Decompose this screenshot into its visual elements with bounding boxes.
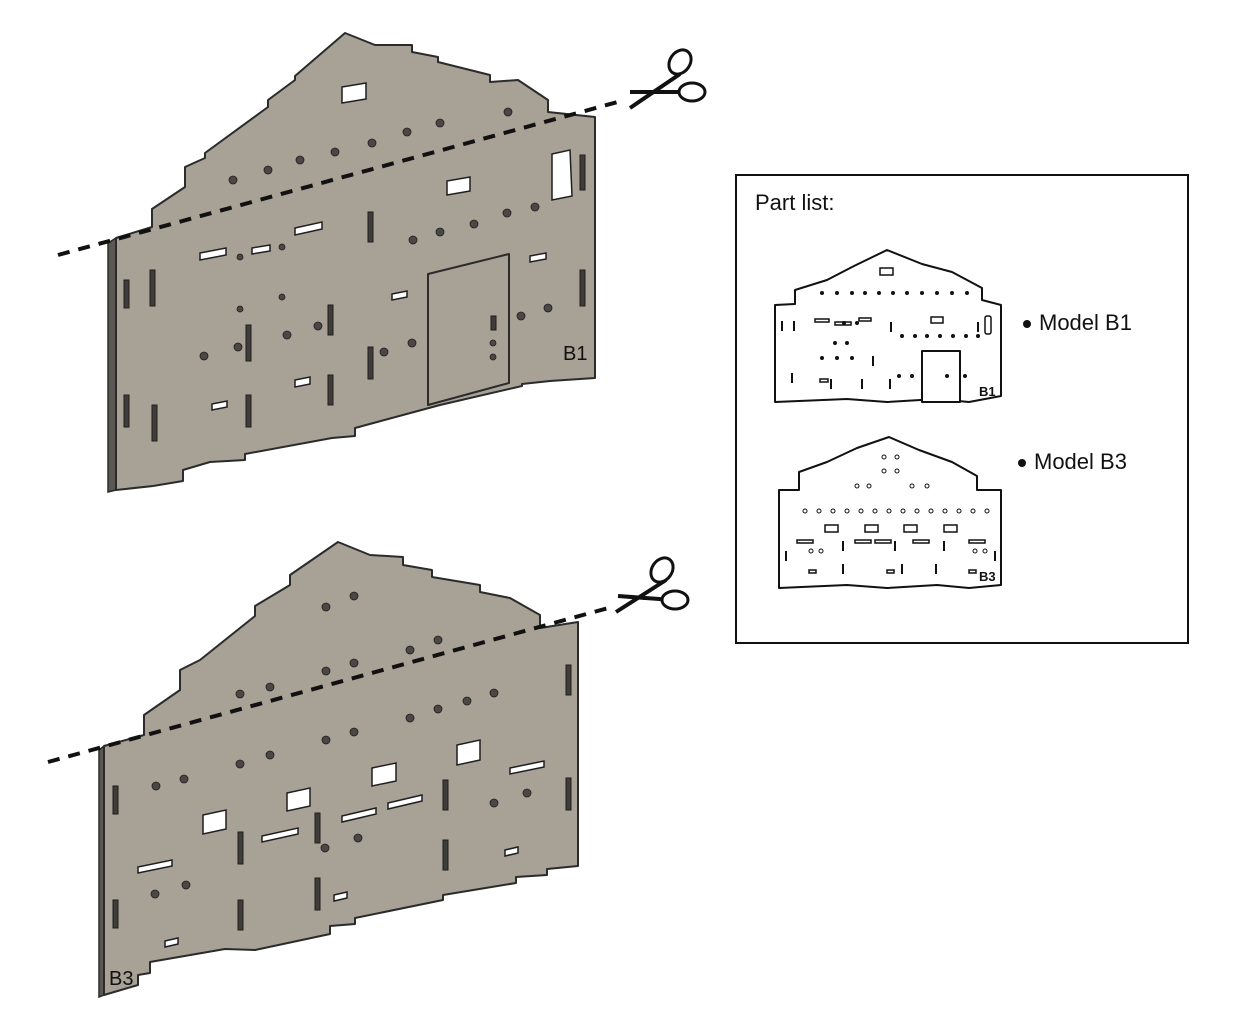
panel-b1-slot (151, 404, 158, 442)
panel-b3-slot (314, 812, 321, 844)
panel-b3-label: B3 (109, 968, 133, 990)
panel-b1-slot (391, 290, 408, 301)
panel-b1-board (115, 32, 596, 491)
panel-b3-slot (504, 846, 519, 857)
model-b3-thumbnail: B3 (778, 436, 1002, 589)
part-list-item-label: Model B3 (1034, 449, 1127, 474)
cut-line-b1 (57, 98, 626, 257)
panel-b1-edge (107, 236, 117, 493)
panel-b3-window (286, 787, 311, 812)
part-list-item-b3: Model B3 (1018, 449, 1127, 475)
panel-b1-slot (199, 247, 227, 261)
panel-b1-slot (367, 211, 374, 243)
panel-b1-slot (294, 221, 323, 236)
panel-b1-label: B1 (563, 343, 587, 365)
part-list-item-label: Model B1 (1039, 310, 1132, 335)
panel-b1-window (341, 82, 367, 104)
panel-b3-slot (237, 899, 244, 931)
panel-b1-slot (367, 346, 374, 380)
panel-b1-window (551, 149, 573, 201)
bullet-icon (1023, 320, 1031, 329)
scissors-icon (628, 48, 707, 110)
panel-b3-slot (565, 664, 572, 696)
model-b3-thumbnail-label: B3 (979, 569, 996, 584)
panel-b3-slot (442, 779, 449, 811)
model-b1-thumbnail: B1 (774, 249, 1002, 403)
part-list-box: Part list: (735, 174, 1189, 644)
panel-b3-slot (261, 827, 299, 843)
part-list-item-b1: Model B1 (1023, 310, 1132, 336)
model-b1-thumbnail-label: B1 (979, 384, 996, 399)
panel-b1-slot (294, 376, 311, 388)
panel-b3-window (371, 762, 397, 787)
panel-b1-slot (327, 374, 334, 406)
panel-b1-slot (579, 269, 586, 307)
panel-b3-slot (387, 794, 423, 810)
part-list-thumbnails: B1 (774, 249, 1002, 589)
panel-b3-window (202, 809, 227, 835)
panel-b3-slot (314, 877, 321, 911)
panel-b1-holes (199, 107, 553, 361)
panel-b3-slot (164, 937, 179, 948)
scissors-icon (614, 556, 690, 614)
panel-b3-slot (509, 760, 545, 775)
panel-b1-slot (123, 279, 130, 309)
panel-b1-window (446, 176, 471, 196)
panel-b1-slot (529, 252, 547, 263)
part-list-title: Part list: (755, 190, 835, 215)
panel-b1-slot (211, 400, 228, 411)
panel-b3-slot (112, 899, 119, 929)
panel-b3-window (456, 739, 481, 766)
panel-b3-slot (137, 859, 173, 874)
panel-b3: B3 (98, 541, 579, 999)
panel-b1-slot (490, 315, 497, 331)
cut-line-b3 (47, 605, 613, 764)
panel-b3-slot (341, 807, 377, 823)
panel-b3-holes (150, 591, 532, 899)
panel-b1-slot (123, 394, 130, 428)
bullet-icon (1018, 459, 1026, 468)
panel-b3-board (103, 541, 579, 996)
panel-b3-slot (565, 777, 572, 811)
panel-b3-slot (442, 839, 449, 871)
panel-b1-slot (327, 304, 334, 336)
panel-b1-slot (245, 324, 252, 362)
panel-b3-slot (112, 785, 119, 815)
panel-b1: B1 (107, 32, 596, 493)
panel-b1-slot (149, 269, 156, 307)
panel-b3-slot (333, 891, 348, 902)
panel-b3-slot (237, 831, 244, 865)
panel-b1-slot (245, 394, 252, 428)
panel-b1-door (427, 253, 510, 406)
panel-b1-slot (251, 244, 271, 255)
panel-b1-slot (579, 154, 586, 191)
